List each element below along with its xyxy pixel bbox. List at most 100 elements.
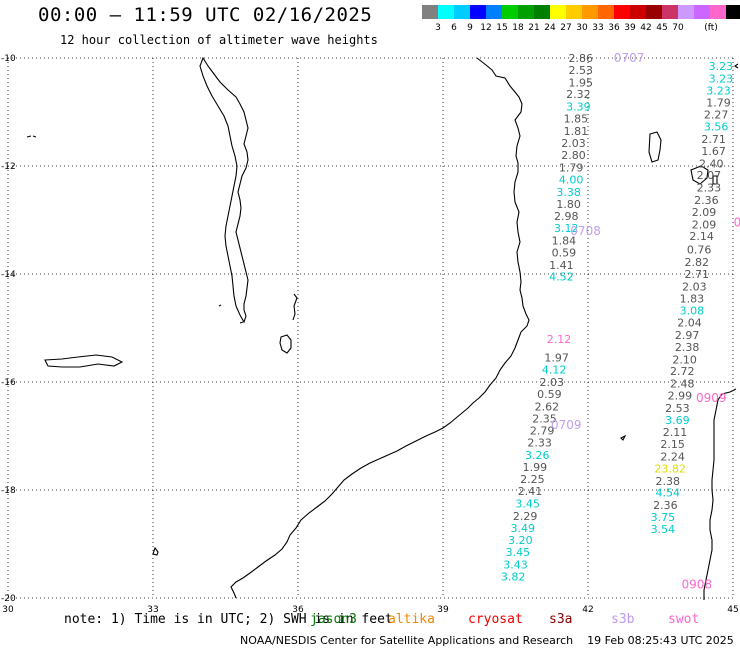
- wave-height-value: 0.59: [537, 388, 562, 401]
- longitude-tick-label: 45: [727, 605, 738, 615]
- island-left: [152, 546, 159, 556]
- satellite-legend-item: s3a: [549, 612, 573, 627]
- wave-height-value: 23.82: [654, 462, 686, 475]
- satellite-legend-item: jason3: [310, 612, 357, 627]
- colorbar-swatch: [598, 5, 614, 19]
- wave-height-value: 2.07: [697, 169, 722, 182]
- wave-height-value: 2.32: [566, 88, 591, 101]
- wave-height-value: 2.86: [569, 52, 594, 65]
- colorbar-label: 3: [435, 23, 441, 33]
- wave-height-value: 4.00: [559, 174, 584, 187]
- wave-height-value: 2.24: [660, 451, 685, 464]
- track-time-label: 0707: [614, 51, 645, 65]
- wave-height-value: 2.14: [689, 230, 714, 243]
- islet-1: [218, 304, 222, 307]
- colorbar-label: 15: [496, 23, 508, 33]
- wave-height-value: 2.29: [513, 510, 538, 523]
- wave-height-value: 2.09: [692, 218, 717, 231]
- wave-height-value: 1.85: [564, 112, 589, 125]
- wave-height-value: 2.38: [675, 341, 700, 354]
- colorbar-swatch: [438, 5, 454, 19]
- wave-height-value: 3.12: [554, 222, 579, 235]
- longitude-tick-label: 30: [2, 605, 14, 615]
- wave-height-value: 4.12: [542, 364, 567, 377]
- wave-height-value: 2.09: [692, 206, 717, 219]
- lake-malawi: [199, 56, 249, 324]
- wave-height-value: 2.03: [540, 376, 565, 389]
- grande-comore: [648, 131, 662, 163]
- island-west: [26, 135, 37, 138]
- wave-height-value: 1.41: [549, 259, 574, 272]
- wave-height-value: 3.45: [506, 546, 531, 559]
- madagascar-west-coast: [734, 63, 739, 69]
- wave-height-value: 2.25: [520, 473, 545, 486]
- colorbar-swatch: [662, 5, 678, 19]
- satellite-legend-item: swot: [668, 612, 700, 627]
- wave-height-value: 2.27: [704, 109, 729, 122]
- colorbar-swatch: [534, 5, 550, 19]
- wave-height-value: 2.41: [518, 485, 543, 498]
- wave-height-value: 3.26: [525, 449, 550, 462]
- wave-height-value: 2.98: [554, 210, 579, 223]
- colorbar-label: 42: [640, 23, 652, 33]
- wave-height-value: 2.80: [561, 149, 586, 162]
- colorbar-swatch: [550, 5, 566, 19]
- wave-height-value: 1.79: [706, 96, 731, 109]
- colorbar-swatch: [566, 5, 582, 19]
- satellite-legend-item: cryosat: [468, 612, 523, 627]
- wave-height-value: 3.45: [515, 498, 540, 511]
- map-subtitle: 12 hour collection of altimeter wave hei…: [60, 33, 378, 47]
- wave-height-value: 0.59: [552, 246, 577, 259]
- wave-height-value: 3.82: [501, 570, 526, 583]
- wave-height-value: 2.97: [675, 329, 700, 342]
- wave-height-value: 1.97: [544, 352, 569, 365]
- latitude-tick-label: -10: [1, 54, 16, 64]
- colorbar-label: 6: [451, 23, 457, 33]
- colorbar-label: 27: [560, 23, 572, 33]
- wave-height-value: 2.03: [561, 137, 586, 150]
- longitude-tick-label: 39: [437, 605, 449, 615]
- wave-height-value: 1.80: [556, 198, 581, 211]
- colorbar-swatch: [454, 5, 470, 19]
- wave-height-value: 2.99: [668, 390, 693, 403]
- wave-height-value: 1.81: [564, 125, 589, 138]
- colorbar-label: 33: [592, 23, 604, 33]
- wave-height-value: 3.56: [704, 121, 729, 134]
- wave-height-value: 3.43: [503, 559, 528, 572]
- colorbar-swatch: [422, 5, 438, 19]
- africa-coastline: [230, 57, 530, 599]
- colorbar-unit: (ft): [704, 23, 718, 33]
- wave-height-value: 3.49: [511, 522, 536, 535]
- mayotte: [712, 175, 718, 185]
- track-time-label: 0909: [696, 391, 727, 405]
- wave-height-value: 2.35: [532, 413, 557, 426]
- wave-height-value: 2.62: [535, 400, 560, 413]
- longitude-tick-label: 42: [582, 605, 593, 615]
- madagascar-coastline: [703, 388, 737, 600]
- lake-chilwa: [279, 334, 292, 354]
- juan-de-nova: [620, 434, 627, 441]
- altimeter-tracks: 2.862.531.952.323.391.851.812.032.801.79…: [501, 51, 740, 592]
- colorbar-swatch: [630, 5, 646, 19]
- colorbar-swatch: [726, 5, 740, 19]
- wave-height-value: 1.83: [680, 292, 705, 305]
- wave-height-value: 2.33: [697, 182, 722, 195]
- wave-height-value: 2.82: [685, 256, 710, 269]
- wave-height-value: 1.79: [559, 162, 584, 175]
- latitude-tick-label: -18: [1, 486, 16, 496]
- anjouan: [690, 165, 709, 185]
- wave-height-value: 3.38: [556, 186, 581, 199]
- colorbar-label: 18: [512, 23, 524, 33]
- wave-height-value: 2.40: [699, 157, 724, 170]
- wave-height-value: 2.71: [701, 133, 726, 146]
- wave-height-value: 2.72: [670, 365, 695, 378]
- wave-height-value: 3.75: [651, 511, 676, 524]
- satellite-legend-item: altika: [388, 612, 435, 627]
- wave-height-value: 2.38: [656, 475, 681, 488]
- wave-height-value: 2.48: [670, 378, 695, 391]
- colorbar-swatch: [694, 5, 710, 19]
- wave-height-value: 1.95: [569, 76, 594, 89]
- colorbar-label: 24: [544, 23, 556, 33]
- wave-height-value: 2.53: [569, 64, 594, 77]
- graticule: [7, 57, 734, 599]
